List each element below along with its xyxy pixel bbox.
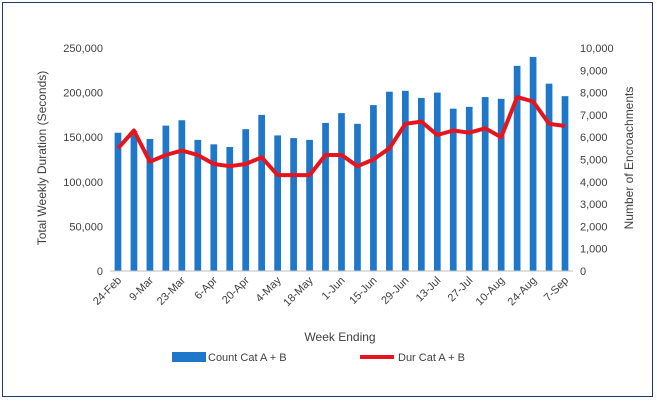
right-tick-label: 2,000 (580, 221, 608, 233)
x-tick-label: 4-May (254, 274, 284, 304)
bar (529, 56, 537, 271)
bar (274, 135, 281, 271)
left-tick-label: 0 (97, 266, 103, 278)
x-tick-label: 29-Jun (379, 275, 411, 307)
x-tick-label: 1-Jun (320, 275, 348, 303)
x-tick-label: 15-Jun (347, 275, 379, 307)
bar (449, 108, 457, 271)
x-tick-label: 27-Jul (446, 275, 476, 305)
bar (338, 113, 345, 271)
bar (386, 91, 393, 271)
left-tick-label: 150,000 (63, 132, 103, 144)
left-tick-label: 200,000 (63, 88, 103, 100)
bar-series (114, 56, 569, 272)
legend-label-bars: Count Cat A + B (208, 352, 287, 364)
bar (433, 92, 441, 271)
bar (545, 83, 553, 272)
x-tick-label: 13-Jul (414, 275, 444, 305)
x-tick-label: 9-Mar (127, 274, 156, 303)
line-series (116, 95, 566, 178)
bar (370, 105, 377, 271)
bar (226, 147, 234, 271)
bar (194, 139, 202, 271)
bar (258, 114, 266, 272)
right-tick-label: 0 (580, 266, 586, 278)
x-tick-label: 24-Aug (506, 275, 540, 309)
left-tick-label: 100,000 (63, 177, 103, 189)
x-tick-label: 10-Aug (474, 275, 508, 309)
bar (210, 144, 218, 271)
right-tick-label: 1,000 (580, 244, 608, 256)
bar (561, 96, 569, 271)
right-tick-label: 9,000 (580, 65, 608, 77)
bar (513, 65, 521, 271)
x-tick-label: 24-Feb (91, 275, 124, 308)
bar (242, 129, 250, 271)
bar (417, 97, 425, 272)
bar (306, 139, 313, 271)
right-axis-title: Number of Encroachments (622, 87, 636, 230)
left-axis-title: Total Weekly Duration (Seconds) (35, 71, 49, 246)
x-axis-title: Week Ending (304, 330, 375, 344)
right-tick-label: 7,000 (580, 110, 608, 122)
bar (114, 132, 122, 271)
right-tick-label: 6,000 (580, 132, 608, 144)
right-tick-label: 5,000 (580, 155, 608, 167)
x-tick-label: 6-Apr (192, 274, 220, 302)
bar (130, 130, 138, 271)
x-tick-label: 7-Sep (542, 275, 571, 304)
left-tick-label: 50,000 (69, 221, 103, 233)
left-tick-label: 250,000 (63, 43, 103, 55)
right-tick-label: 8,000 (580, 88, 608, 100)
bar (497, 98, 505, 272)
legend-swatch-bars (172, 352, 206, 362)
right-tick-label: 3,000 (580, 199, 608, 211)
bar (178, 120, 186, 271)
bar (402, 90, 409, 271)
bar (354, 123, 361, 271)
right-tick-label: 10,000 (580, 43, 614, 55)
right-axis-ticks: 0 1,000 2,000 3,000 4,000 5,000 6,000 7,000 8,00… (580, 43, 614, 278)
x-tick-label: 18-May (281, 274, 316, 309)
bar (322, 122, 329, 271)
left-axis-ticks: 0 50,000 100,000 150,000 200,000 250,000 (63, 43, 103, 278)
bar (481, 97, 489, 271)
bar (465, 106, 473, 271)
right-tick-label: 4,000 (580, 177, 608, 189)
x-tick-label: 20-Apr (220, 274, 252, 306)
x-tick-label: 23-Mar (155, 274, 188, 307)
bar (290, 138, 297, 271)
bar (146, 138, 154, 271)
legend-label-line: Dur Cat A + B (398, 352, 465, 364)
bar (162, 125, 170, 271)
